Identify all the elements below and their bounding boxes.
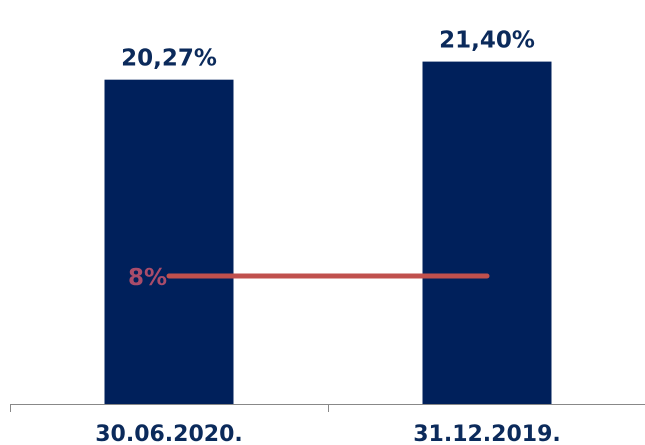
x-tick-label-2: 31.12.2019. bbox=[413, 422, 561, 445]
bar-value-label-1: 20,27% bbox=[121, 46, 217, 72]
x-tick-label-1: 30.06.2020. bbox=[95, 422, 243, 445]
reference-line-label: 8% bbox=[128, 265, 167, 291]
x-axis bbox=[10, 404, 645, 412]
labels-group: 20,27% 30.06.2020. 21,40% 31.12.2019. bbox=[95, 28, 561, 445]
bars-group bbox=[104, 61, 552, 405]
bar-1 bbox=[104, 79, 234, 405]
bar-2 bbox=[422, 61, 552, 404]
reference-line-group: 8% bbox=[128, 265, 490, 291]
bar-value-label-2: 21,40% bbox=[439, 28, 535, 54]
